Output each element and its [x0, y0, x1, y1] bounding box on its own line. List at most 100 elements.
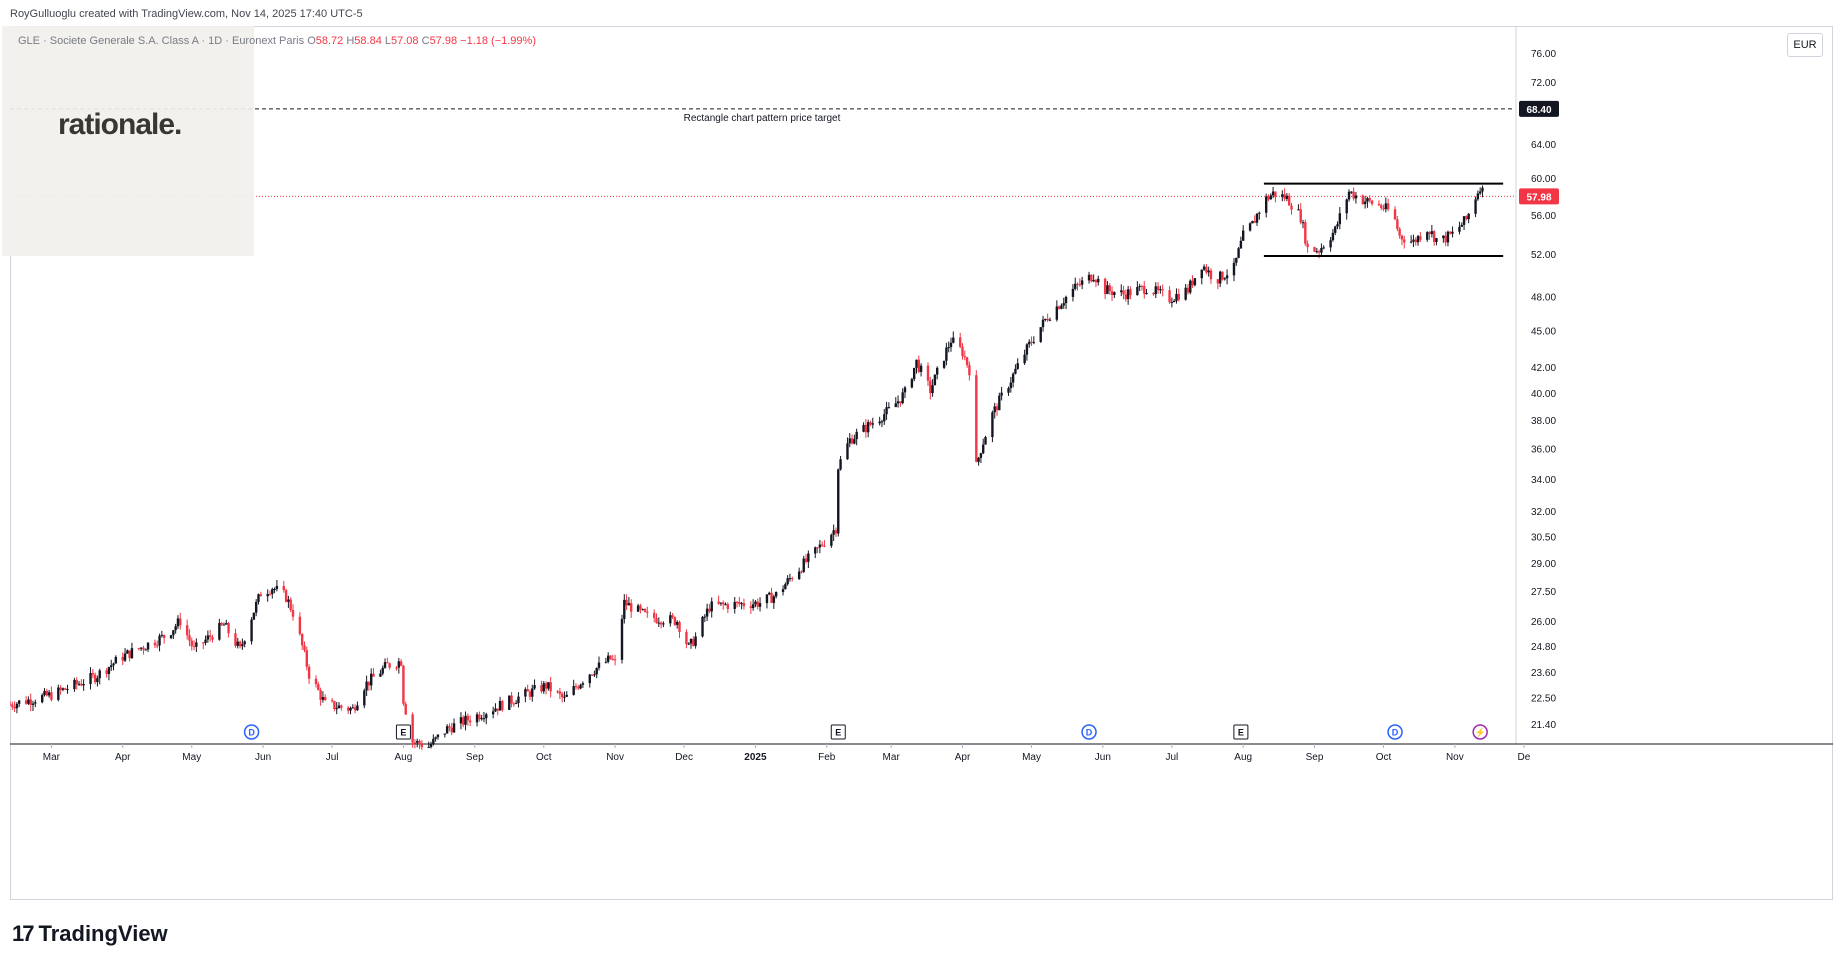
candle-body	[620, 618, 624, 660]
candle-body	[321, 697, 325, 700]
candle-body	[1264, 196, 1268, 213]
candle-body	[397, 661, 401, 668]
event-marker-label: D	[248, 728, 255, 738]
candle-body	[1258, 212, 1261, 214]
currency-selector[interactable]: EUR	[1787, 33, 1823, 57]
candle-body	[657, 622, 661, 624]
candle-body	[282, 585, 285, 591]
candle-body	[942, 360, 946, 368]
candle-body	[206, 635, 210, 640]
candle-body	[1189, 280, 1192, 293]
candle-body	[1207, 270, 1210, 273]
candle-body	[41, 695, 44, 703]
candle-body	[130, 648, 134, 659]
candle-body	[685, 631, 688, 645]
candle-body	[1248, 223, 1252, 231]
candle-body	[195, 642, 198, 647]
time-tick-label: 2025	[744, 752, 767, 763]
candle-body	[337, 705, 341, 709]
candle-body	[1092, 279, 1095, 282]
candle-body	[139, 647, 143, 649]
candle-body	[287, 599, 290, 602]
candle-body	[1460, 224, 1463, 227]
candle-body	[742, 603, 746, 607]
time-tick-label: Aug	[1234, 752, 1252, 763]
candle-body	[11, 704, 14, 707]
candle-body	[1106, 285, 1109, 295]
candle-body	[61, 688, 65, 690]
candle-body	[303, 645, 306, 651]
candle-body	[112, 663, 115, 666]
candle-body	[933, 374, 937, 386]
candle-body	[935, 367, 939, 375]
candle-body	[855, 431, 858, 440]
candle-body	[965, 357, 969, 366]
symbol-legend[interactable]: GLE · Societe Generale S.A. Class A · 1D…	[18, 35, 536, 47]
event-marker-label: E	[835, 728, 841, 738]
candle-body	[1138, 286, 1141, 288]
candle-body	[540, 685, 543, 692]
candle-body	[1465, 216, 1468, 220]
candle-body	[639, 605, 642, 610]
candle-body	[227, 623, 230, 634]
candle-body	[144, 649, 147, 651]
time-tick-label: De	[1517, 752, 1530, 763]
tradingview-brand[interactable]: 17 TradingView	[12, 921, 168, 947]
low-value: 57.08	[391, 35, 419, 47]
candle-body	[1331, 232, 1335, 241]
earnings-marker-icon	[830, 724, 846, 740]
candle-body	[659, 622, 663, 625]
candle-body	[788, 578, 792, 580]
time-tick-label: Jun	[255, 752, 271, 763]
candle-body	[317, 684, 320, 691]
candle-body	[609, 655, 612, 659]
candle-body	[153, 642, 157, 646]
candle-body	[158, 635, 161, 646]
time-tick-label: Aug	[395, 752, 413, 763]
candle-body	[31, 703, 35, 705]
candle-body	[735, 601, 739, 603]
candle-body	[1014, 368, 1017, 374]
candle-body	[738, 601, 741, 604]
candle-body	[512, 703, 516, 705]
candle-body	[445, 726, 449, 734]
candle-body	[1361, 195, 1365, 205]
candle-body	[577, 687, 580, 689]
candle-body	[225, 623, 228, 625]
candle-body	[926, 365, 930, 381]
candle-body	[402, 665, 405, 704]
candle-body	[257, 594, 260, 602]
time-tick-label: Feb	[818, 752, 836, 763]
candle-body	[878, 421, 881, 424]
candle-body	[169, 635, 173, 638]
dividend-marker-icon	[1081, 724, 1097, 740]
candle-body	[984, 437, 987, 445]
candle-body	[853, 439, 856, 444]
candle-body	[1241, 230, 1245, 241]
candle-body	[1090, 274, 1093, 282]
candle-body	[208, 635, 212, 638]
candle-body	[218, 623, 221, 640]
candle-body	[1074, 283, 1077, 289]
candle-body	[268, 593, 272, 595]
symbol-description: GLE · Societe Generale S.A. Class A · 1D…	[18, 35, 305, 47]
price-tick-label: 36.00	[1531, 445, 1556, 456]
event-marker-label: E	[400, 728, 406, 738]
candle-body	[386, 662, 389, 664]
candle-body	[190, 640, 193, 647]
candle-body	[1384, 203, 1388, 210]
candle-body	[436, 734, 440, 738]
price-chart[interactable]: 76.00 72.00 64.00 60.00 56.00 52.00 48.00 45.00…	[10, 26, 1833, 900]
candle-body	[1290, 205, 1293, 210]
candle-body	[1122, 290, 1125, 295]
candle-body	[625, 599, 628, 606]
candle-body	[176, 618, 180, 627]
candle-body	[284, 590, 288, 602]
candle-body	[418, 740, 421, 745]
candle-body	[372, 673, 375, 677]
candle-body	[1352, 191, 1355, 199]
candle-body	[1110, 291, 1114, 296]
price-tick-label: 26.00	[1531, 617, 1556, 628]
split-marker-icon	[1472, 724, 1488, 740]
candle-body	[823, 545, 826, 547]
